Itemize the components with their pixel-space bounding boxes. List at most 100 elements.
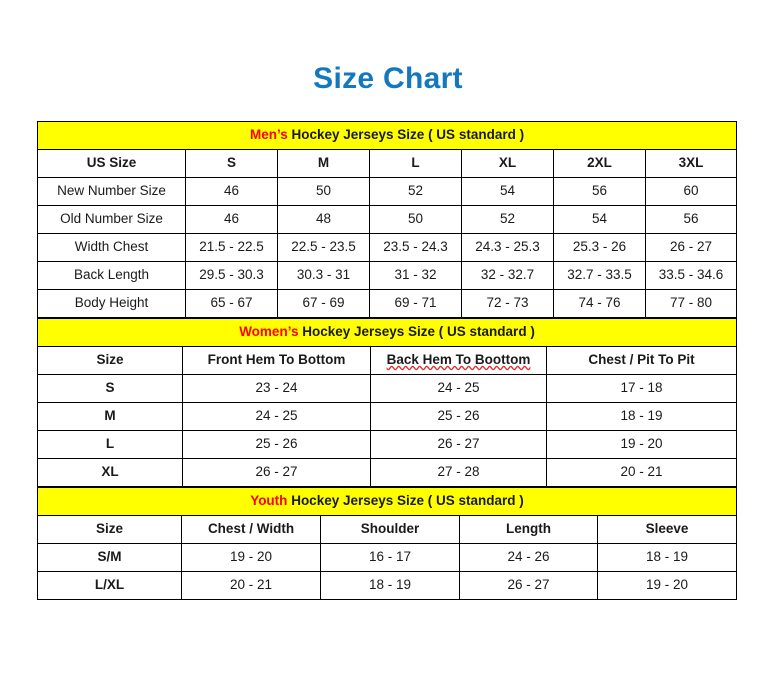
womens-cell: 24 - 25	[182, 402, 371, 431]
table-row: Width Chest 21.5 - 22.5 22.5 - 23.5 23.5…	[37, 233, 738, 262]
mens-cell: 25.3 - 26	[553, 233, 646, 262]
mens-cell: 48	[277, 205, 370, 234]
womens-header-cell: Chest / Pit To Pit	[546, 346, 737, 375]
womens-cell: 25 - 26	[370, 402, 547, 431]
womens-cell: 26 - 27	[370, 430, 547, 459]
table-row: New Number Size 46 50 52 54 56 60	[37, 177, 738, 206]
mens-cell: 21.5 - 22.5	[185, 233, 278, 262]
mens-row-label: Body Height	[37, 289, 186, 318]
womens-cell: 24 - 25	[370, 374, 547, 403]
table-row: XL 26 - 27 27 - 28 20 - 21	[37, 458, 737, 487]
table-row: Back Length 29.5 - 30.3 30.3 - 31 31 - 3…	[37, 261, 738, 290]
womens-banner-accent: Women’s	[239, 324, 299, 340]
mens-header-row: US Size S M L XL 2XL 3XL	[37, 149, 738, 178]
womens-header-cell: Size	[37, 346, 183, 375]
table-row: S 23 - 24 24 - 25 17 - 18	[37, 374, 737, 403]
page-title: Size Chart	[313, 62, 463, 95]
mens-header-cell: L	[369, 149, 462, 178]
youth-row-label: L/XL	[37, 571, 182, 600]
womens-cell: 23 - 24	[182, 374, 371, 403]
youth-banner-rest: Hockey Jerseys Size ( US standard )	[287, 493, 524, 509]
mens-header-cell: 2XL	[553, 149, 646, 178]
womens-section-banner: Women’s Hockey Jerseys Size ( US standar…	[37, 318, 737, 347]
youth-cell: 19 - 20	[597, 571, 737, 600]
youth-header-row: Size Chest / Width Shoulder Length Sleev…	[37, 515, 737, 544]
youth-row-label: S/M	[37, 543, 182, 572]
womens-band-row: Women’s Hockey Jerseys Size ( US standar…	[37, 318, 737, 347]
mens-row-label: Old Number Size	[37, 205, 186, 234]
mens-header-cell: US Size	[37, 149, 186, 178]
mens-cell: 32 - 32.7	[461, 261, 554, 290]
mens-cell: 54	[461, 177, 554, 206]
mens-cell: 52	[369, 177, 462, 206]
mens-header-cell: XL	[461, 149, 554, 178]
mens-size-table: Men’s Hockey Jerseys Size ( US standard …	[36, 121, 738, 318]
table-row: L 25 - 26 26 - 27 19 - 20	[37, 430, 737, 459]
youth-size-table: Youth Hockey Jerseys Size ( US standard …	[37, 487, 737, 600]
youth-cell: 24 - 26	[459, 543, 598, 572]
mens-cell: 29.5 - 30.3	[185, 261, 278, 290]
table-row: L/XL 20 - 21 18 - 19 26 - 27 19 - 20	[37, 571, 737, 600]
womens-cell: 26 - 27	[182, 458, 371, 487]
youth-cell: 26 - 27	[459, 571, 598, 600]
youth-band-row: Youth Hockey Jerseys Size ( US standard …	[37, 487, 737, 516]
mens-header-cell: S	[185, 149, 278, 178]
womens-cell: 17 - 18	[546, 374, 737, 403]
mens-cell: 67 - 69	[277, 289, 370, 318]
mens-band-row: Men’s Hockey Jerseys Size ( US standard …	[36, 121, 738, 150]
table-row: Old Number Size 46 48 50 52 54 56	[37, 205, 738, 234]
mens-cell: 60	[644, 177, 738, 206]
womens-cell: 25 - 26	[182, 430, 371, 459]
table-row: S/M 19 - 20 16 - 17 24 - 26 18 - 19	[37, 543, 737, 572]
womens-banner-rest: Hockey Jerseys Size ( US standard )	[298, 324, 535, 340]
size-tables-container: Men’s Hockey Jerseys Size ( US standard …	[36, 121, 738, 600]
mens-cell: 26 - 27	[644, 233, 738, 262]
youth-cell: 18 - 19	[320, 571, 460, 600]
youth-cell: 16 - 17	[320, 543, 460, 572]
mens-cell: 56	[644, 205, 738, 234]
youth-header-cell: Length	[459, 515, 598, 544]
mens-cell: 32.7 - 33.5	[553, 261, 646, 290]
mens-cell: 50	[277, 177, 370, 206]
mens-row-label: New Number Size	[37, 177, 186, 206]
mens-row-label: Back Length	[37, 261, 186, 290]
womens-row-label: L	[37, 430, 183, 459]
womens-cell: 18 - 19	[546, 402, 737, 431]
womens-cell: 27 - 28	[370, 458, 547, 487]
mens-cell: 56	[553, 177, 646, 206]
mens-cell: 31 - 32	[369, 261, 462, 290]
womens-header-cell: Front Hem To Bottom	[182, 346, 371, 375]
mens-cell: 54	[553, 205, 646, 234]
mens-cell: 33.5 - 34.6	[644, 261, 738, 290]
mens-cell: 50	[369, 205, 462, 234]
table-row: Body Height 65 - 67 67 - 69 69 - 71 72 -…	[37, 289, 738, 318]
mens-cell: 46	[185, 177, 278, 206]
mens-cell: 74 - 76	[553, 289, 646, 318]
womens-header-cell: Back Hem To Boottom	[370, 346, 547, 375]
youth-cell: 20 - 21	[181, 571, 321, 600]
mens-cell: 65 - 67	[185, 289, 278, 318]
mens-row-label: Width Chest	[37, 233, 186, 262]
youth-header-cell: Shoulder	[320, 515, 460, 544]
youth-banner-accent: Youth	[250, 493, 288, 509]
youth-cell: 18 - 19	[597, 543, 737, 572]
mens-header-cell: M	[277, 149, 370, 178]
mens-cell: 30.3 - 31	[277, 261, 370, 290]
mens-banner-rest: Hockey Jerseys Size ( US standard )	[287, 127, 525, 143]
mens-banner-accent: Men’s	[249, 127, 288, 143]
womens-row-label: S	[37, 374, 183, 403]
mens-cell: 46	[185, 205, 278, 234]
mens-cell: 69 - 71	[369, 289, 462, 318]
mens-cell: 52	[461, 205, 554, 234]
mens-cell: 24.3 - 25.3	[461, 233, 554, 262]
womens-row-label: M	[37, 402, 183, 431]
mens-cell: 22.5 - 23.5	[277, 233, 370, 262]
mens-cell: 77 - 80	[644, 289, 738, 318]
youth-header-cell: Sleeve	[597, 515, 737, 544]
mens-cell: 23.5 - 24.3	[369, 233, 462, 262]
womens-cell: 19 - 20	[546, 430, 737, 459]
youth-header-cell: Size	[37, 515, 182, 544]
womens-size-table: Women’s Hockey Jerseys Size ( US standar…	[37, 318, 737, 487]
mens-section-banner: Men’s Hockey Jerseys Size ( US standard …	[36, 121, 738, 150]
